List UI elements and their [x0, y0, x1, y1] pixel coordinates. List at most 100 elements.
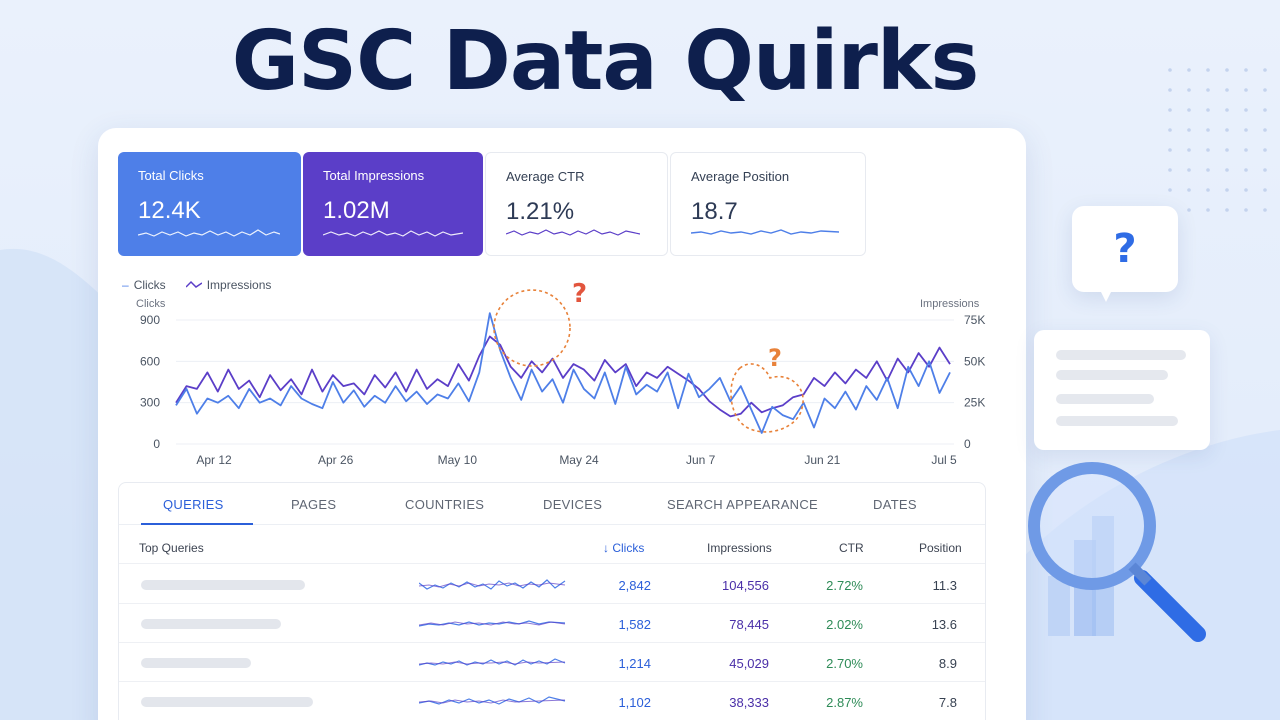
left-axis-title: Clicks	[136, 298, 166, 310]
row-sparkline	[419, 579, 566, 590]
right-tick-label: 0	[964, 437, 971, 451]
cell-impressions: 78,445	[729, 617, 769, 632]
table-row[interactable]: 2,842 104,556 2.72% 11.3	[119, 565, 985, 604]
tab-queries[interactable]: QUERIES	[163, 497, 224, 512]
bubble-tail	[1100, 290, 1112, 302]
question-bubble: ?	[1072, 206, 1178, 292]
doc-line	[1056, 394, 1154, 404]
metric-card-total-clicks[interactable]: Total Clicks 12.4K	[118, 152, 301, 256]
series-line-impressions	[175, 335, 951, 418]
chart-legend: – Clicks Impressions	[122, 278, 271, 292]
cell-position: 8.9	[938, 656, 957, 671]
query-placeholder	[141, 697, 313, 707]
header-clicks[interactable]: ↓ Clicks	[603, 541, 645, 555]
series-line-clicks	[175, 312, 951, 434]
dashboard-panel: Total Clicks 12.4K Total Impressions 1.0…	[98, 128, 1026, 720]
performance-chart: – Clicks Impressions Clicks Impressions 9…	[98, 268, 1026, 468]
header-ctr[interactable]: CTR	[839, 541, 864, 555]
tab-search-appearance[interactable]: SEARCH APPEARANCE	[667, 497, 819, 512]
metric-sparkline	[138, 229, 280, 237]
metric-card-average-position[interactable]: Average Position 18.7	[670, 152, 866, 256]
cell-position: 11.3	[932, 578, 957, 593]
cell-impressions: 45,029	[729, 656, 769, 671]
x-tick-label: Apr 26	[318, 453, 354, 467]
left-tick-label: 600	[140, 354, 160, 368]
x-tick-label: May 10	[438, 453, 478, 467]
row-sparkline	[419, 620, 566, 627]
metric-value: 12.4K	[138, 197, 201, 224]
cell-clicks: 1,582	[618, 617, 651, 632]
row-divider	[119, 603, 985, 604]
right-tick-label: 50K	[964, 354, 985, 368]
page-title: GSC Data Quirks	[231, 14, 980, 109]
query-placeholder	[141, 619, 281, 629]
question-mark-icon: ?	[768, 344, 782, 372]
row-divider	[119, 681, 985, 682]
doc-line	[1056, 370, 1168, 380]
cell-ctr: 2.87%	[826, 695, 863, 710]
right-axis-title: Impressions	[920, 298, 980, 310]
cell-position: 7.8	[938, 695, 957, 710]
document-card	[1034, 330, 1210, 450]
metric-value: 18.7	[691, 198, 738, 225]
magnifier-icon	[1028, 462, 1206, 642]
left-tick-label: 0	[153, 437, 160, 451]
metric-card-total-impressions[interactable]: Total Impressions 1.02M	[303, 152, 483, 256]
question-mark-icon: ?	[1113, 226, 1137, 272]
anomaly-circle	[493, 289, 571, 367]
x-tick-label: Jun 21	[804, 453, 840, 467]
metric-card-average-ctr[interactable]: Average CTR 1.21%	[485, 152, 668, 256]
header-position[interactable]: Position	[919, 541, 962, 555]
results-table: QUERIES PAGES COUNTRIES DEVICES SEARCH A…	[118, 482, 986, 720]
row-divider	[119, 563, 985, 564]
row-divider	[119, 642, 985, 643]
right-tick-label: 25K	[964, 396, 985, 410]
header-top-queries[interactable]: Top Queries	[139, 541, 204, 555]
header-impressions[interactable]: Impressions	[707, 541, 772, 555]
tab-dates[interactable]: DATES	[873, 497, 917, 512]
cell-position: 13.6	[931, 617, 957, 632]
x-tick-label: Jun 7	[686, 453, 716, 467]
table-row[interactable]: 1,214 45,029 2.70% 8.9	[119, 643, 985, 682]
tab-countries[interactable]: COUNTRIES	[405, 497, 485, 512]
anomaly-circle	[730, 363, 804, 433]
x-tick-label: May 24	[559, 453, 599, 467]
query-placeholder	[141, 658, 251, 668]
legend-impressions[interactable]: Impressions	[185, 278, 271, 292]
left-tick-label: 900	[140, 313, 160, 327]
table-row[interactable]: 1,102 38,333 2.87% 7.8	[119, 682, 985, 720]
metric-label: Average Position	[691, 169, 790, 184]
cell-clicks: 2,842	[618, 578, 651, 593]
x-tick-label: Jul 5	[931, 453, 957, 467]
cell-ctr: 2.02%	[826, 617, 863, 632]
table-row[interactable]: 1,582 78,445 2.02% 13.6	[119, 604, 985, 643]
left-tick-label: 300	[140, 396, 160, 410]
tab-pages[interactable]: PAGES	[291, 497, 337, 512]
metric-sparkline	[323, 230, 463, 237]
active-tab-indicator	[141, 523, 253, 525]
right-tick-label: 75K	[964, 313, 985, 327]
cell-impressions: 38,333	[729, 695, 769, 710]
tab-bar: QUERIES PAGES COUNTRIES DEVICES SEARCH A…	[119, 483, 985, 525]
bar-chart-icon	[1048, 516, 1114, 636]
metric-value: 1.02M	[323, 197, 390, 224]
row-sparkline	[419, 696, 566, 705]
question-mark-icon: ?	[572, 279, 587, 309]
metric-sparkline	[506, 229, 640, 236]
chart-canvas: 900 75K 600 50K 300 25K 0 0 Apr 12 Apr 26 May 10 Ma…	[140, 279, 985, 467]
cell-clicks: 1,214	[618, 656, 651, 671]
cell-clicks: 1,102	[618, 695, 651, 710]
x-tick-label: Apr 12	[196, 453, 232, 467]
metric-label: Total Impressions	[323, 168, 425, 183]
magnifier-bar-chart-icon	[1028, 462, 1206, 642]
sort-down-icon: ↓	[603, 541, 609, 555]
metric-label: Total Clicks	[138, 168, 204, 183]
doc-line	[1056, 350, 1186, 360]
cell-impressions: 104,556	[722, 578, 769, 593]
tab-devices[interactable]: DEVICES	[543, 497, 603, 512]
row-sparkline	[419, 658, 566, 666]
metric-label: Average CTR	[506, 169, 585, 184]
metric-sparkline	[691, 229, 839, 235]
metric-value: 1.21%	[506, 198, 575, 225]
legend-clicks[interactable]: – Clicks	[122, 278, 166, 292]
